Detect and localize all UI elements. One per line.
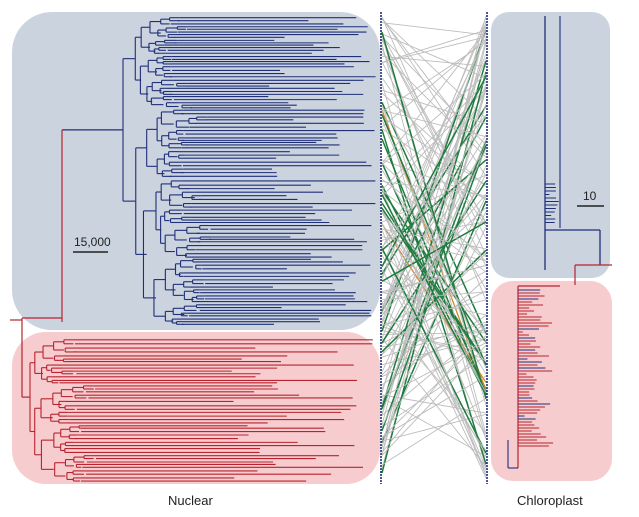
tanglegram-link (381, 335, 487, 438)
tanglegram-link (381, 148, 487, 373)
tanglegram-link (381, 77, 487, 227)
tanglegram-link (381, 194, 487, 316)
chloroplast-red-clade-region (491, 281, 612, 481)
tanglegram-link (381, 226, 487, 440)
tanglegram-link (381, 398, 487, 466)
chloroplast-scale-bar: 10 (577, 189, 604, 207)
tanglegram-link (381, 53, 487, 325)
tanglegram-link (381, 139, 487, 390)
tanglegram-link (381, 207, 487, 476)
tanglegram-link (381, 211, 487, 428)
chloroplast-label: Chloroplast (517, 493, 583, 508)
tanglegram-link (381, 212, 487, 393)
chloroplast-blue-clade-region (491, 12, 610, 278)
nuclear-scale-bar-label: 15,000 (74, 235, 111, 249)
tanglegram-link (381, 106, 487, 290)
tanglegram-link (381, 342, 487, 398)
nuclear-tree (10, 17, 376, 482)
tanglegram-link (381, 189, 487, 439)
tanglegram-link (381, 17, 487, 280)
tanglegram-link (381, 114, 487, 248)
tanglegram-link (381, 41, 487, 113)
nuclear-red-clade-region (12, 332, 380, 484)
tanglegram-link (381, 251, 487, 363)
tanglegram-link (381, 33, 487, 79)
tanglegram-link (381, 302, 487, 452)
tanglegram-link (381, 254, 487, 479)
tanglegram-link (381, 299, 487, 326)
tanglegram-link (381, 345, 487, 456)
tanglegram-link (381, 247, 487, 472)
chloroplast-scale-bar-label: 10 (583, 189, 597, 203)
tanglegram-link (381, 116, 487, 186)
tanglegram-link (381, 222, 487, 469)
tanglegram-link (381, 104, 487, 414)
nuclear-label: Nuclear (168, 493, 213, 508)
tanglegram-link (381, 200, 487, 443)
tanglegram-link (381, 329, 487, 348)
tanglegram-link (381, 180, 487, 196)
tanglegram-link (381, 119, 487, 369)
tanglegram-link (381, 221, 487, 282)
tanglegram-link (381, 22, 487, 36)
tanglegram-link (381, 36, 487, 64)
tanglegram-link (381, 265, 487, 294)
tanglegram-link (381, 129, 487, 465)
tanglegram-link (381, 87, 487, 197)
tanglegram-link (381, 60, 487, 408)
tanglegram-link (381, 317, 487, 434)
tanglegram-link (381, 375, 487, 438)
tanglegram-link (381, 269, 487, 456)
tanglegram-link (381, 73, 487, 166)
tanglegram-link (381, 291, 487, 300)
tanglegram-links (381, 16, 487, 479)
tanglegram-link (381, 134, 487, 307)
tanglegram-link (381, 29, 487, 63)
nuclear-scale-bar: 15,000 (73, 235, 111, 253)
tanglegram-link (381, 236, 487, 262)
tanglegram-link (381, 109, 487, 138)
tanglegram-link (381, 37, 487, 249)
tanglegram-link (381, 211, 487, 332)
tanglegram-link (381, 81, 487, 191)
tanglegram-link (381, 324, 487, 453)
chloroplast-tree (507, 16, 612, 469)
tanglegram-link (381, 279, 487, 343)
tanglegram-link (381, 247, 487, 454)
